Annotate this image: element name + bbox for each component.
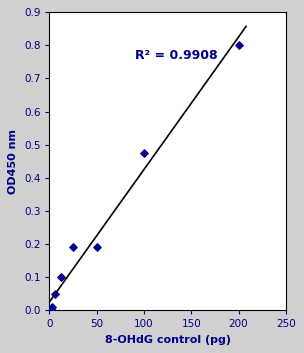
Point xyxy=(53,291,58,297)
Point xyxy=(142,150,147,156)
X-axis label: 8-OHdG control (pg): 8-OHdG control (pg) xyxy=(105,335,231,345)
Point xyxy=(94,244,99,250)
Point xyxy=(71,244,75,250)
Text: R² = 0.9908: R² = 0.9908 xyxy=(134,49,217,62)
Point xyxy=(50,305,55,310)
Point xyxy=(47,307,52,313)
Y-axis label: OD450 nm: OD450 nm xyxy=(8,129,18,194)
Point xyxy=(236,43,241,48)
Point xyxy=(48,306,53,312)
Point xyxy=(59,274,64,280)
